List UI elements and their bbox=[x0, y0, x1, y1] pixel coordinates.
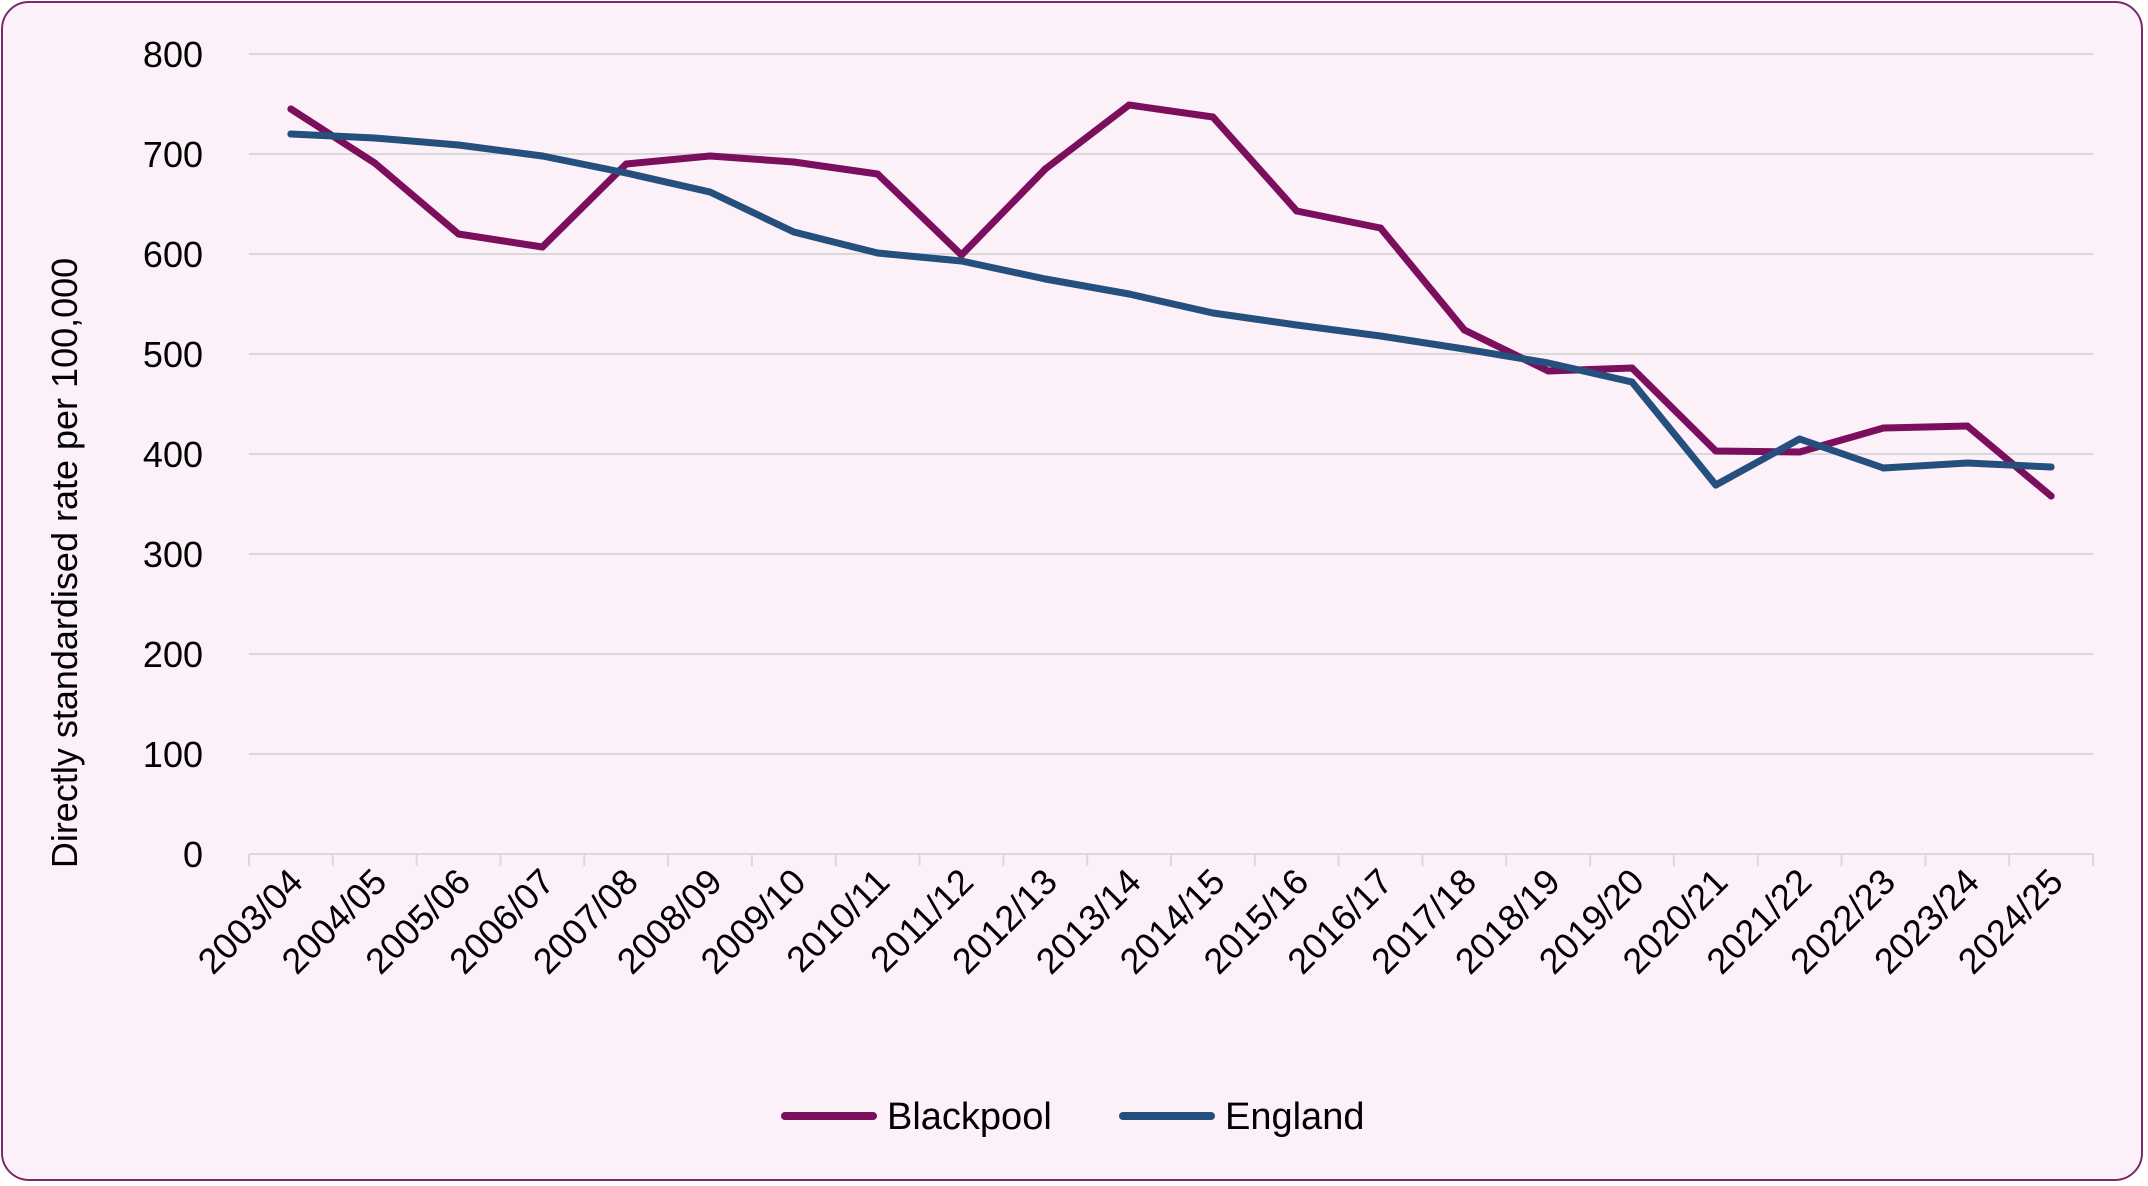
legend-label-england: England bbox=[1225, 1096, 1364, 1138]
data-point-blackpool bbox=[1293, 207, 1301, 215]
y-tick-label: 400 bbox=[143, 434, 203, 475]
x-axis-ticks: 2003/042004/052005/062006/072007/082008/… bbox=[190, 861, 2071, 982]
series-line-blackpool bbox=[287, 101, 2055, 500]
data-point-england bbox=[706, 188, 714, 196]
data-point-england bbox=[1963, 459, 1971, 467]
y-axis-title: Directly standardised rate per 100,000 bbox=[44, 258, 85, 868]
data-point-england bbox=[1796, 435, 1804, 443]
series-line-england bbox=[287, 130, 2055, 489]
data-point-blackpool bbox=[1879, 424, 1887, 432]
data-point-england bbox=[1125, 290, 1133, 298]
y-axis-ticks: 0 100 200 300 400 500 600 700 800 bbox=[143, 34, 203, 875]
y-tick-label: 100 bbox=[143, 734, 203, 775]
data-point-blackpool bbox=[1460, 326, 1468, 334]
data-point-blackpool bbox=[706, 152, 714, 160]
line-chart: 0 100 200 300 400 500 600 700 800 2003/042004/05… bbox=[44, 34, 2094, 1138]
data-point-blackpool bbox=[790, 158, 798, 166]
y-tick-label: 0 bbox=[183, 834, 203, 875]
y-tick-label: 700 bbox=[143, 134, 203, 175]
data-point-blackpool bbox=[287, 105, 295, 113]
data-point-england bbox=[1377, 332, 1385, 340]
data-point-blackpool bbox=[1796, 448, 1804, 456]
y-tick-label: 300 bbox=[143, 534, 203, 575]
data-point-england bbox=[1628, 378, 1636, 386]
data-point-england bbox=[1544, 359, 1552, 367]
data-point-england bbox=[1041, 275, 1049, 283]
data-point-blackpool bbox=[1628, 364, 1636, 372]
data-point-england bbox=[538, 152, 546, 160]
data-point-blackpool bbox=[1963, 422, 1971, 430]
data-point-blackpool bbox=[1041, 165, 1049, 173]
y-tick-label: 600 bbox=[143, 234, 203, 275]
data-point-blackpool bbox=[957, 251, 965, 259]
y-tick-label: 500 bbox=[143, 334, 203, 375]
data-point-blackpool bbox=[622, 160, 630, 168]
y-tick-label: 800 bbox=[143, 34, 203, 75]
data-point-england bbox=[1209, 309, 1217, 317]
data-point-blackpool bbox=[1125, 101, 1133, 109]
series-lines bbox=[287, 101, 2055, 500]
data-point-blackpool bbox=[1377, 224, 1385, 232]
data-point-blackpool bbox=[874, 170, 882, 178]
data-point-england bbox=[371, 134, 379, 142]
data-point-blackpool bbox=[2047, 492, 2055, 500]
data-point-england bbox=[1460, 345, 1468, 353]
data-point-blackpool bbox=[1544, 367, 1552, 375]
gridlines bbox=[249, 53, 2093, 755]
legend: Blackpool England bbox=[781, 1096, 1364, 1138]
data-point-blackpool bbox=[1209, 113, 1217, 121]
data-point-england bbox=[957, 257, 965, 265]
data-point-england bbox=[455, 141, 463, 149]
data-point-england bbox=[1293, 321, 1301, 329]
legend-label-blackpool: Blackpool bbox=[887, 1096, 1052, 1138]
data-point-england bbox=[874, 249, 882, 257]
data-point-england bbox=[1879, 464, 1887, 472]
data-point-england bbox=[287, 130, 295, 138]
data-point-england bbox=[622, 169, 630, 177]
data-point-england bbox=[2047, 463, 2055, 471]
data-point-england bbox=[1712, 481, 1720, 489]
data-point-blackpool bbox=[371, 159, 379, 167]
data-point-blackpool bbox=[538, 243, 546, 251]
data-point-england bbox=[790, 228, 798, 236]
y-tick-label: 200 bbox=[143, 634, 203, 675]
x-axis bbox=[248, 853, 2094, 866]
data-point-blackpool bbox=[1712, 447, 1720, 455]
data-point-blackpool bbox=[455, 230, 463, 238]
